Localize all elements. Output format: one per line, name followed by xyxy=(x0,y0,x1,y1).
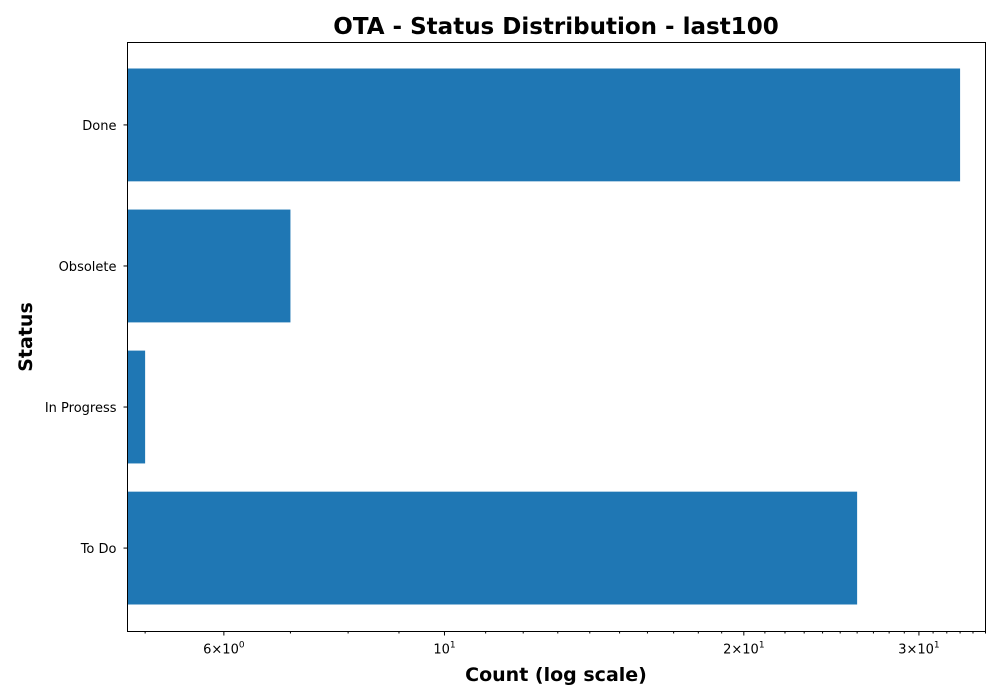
x-tick-label: 101 xyxy=(433,641,455,658)
x-axis-ticks: 6×100 101 2×101 3×101 xyxy=(144,631,986,658)
x-axis-label: Count (log scale) xyxy=(465,664,647,686)
bar-to-do xyxy=(127,491,858,605)
x-tick-label: 3×101 xyxy=(898,641,939,658)
bar-done xyxy=(127,68,961,182)
y-axis-label: Status xyxy=(15,302,37,372)
bars-group xyxy=(127,68,961,605)
x-tick-label: 2×101 xyxy=(723,641,764,658)
bar-in-progress xyxy=(127,350,146,464)
x-tick-label: 6×100 xyxy=(203,641,245,658)
chart-title: OTA - Status Distribution - last100 xyxy=(333,14,778,40)
y-tick-label: Done xyxy=(82,119,116,134)
y-tick-label: To Do xyxy=(80,542,117,557)
bar-obsolete xyxy=(127,209,291,323)
y-tick-label: In Progress xyxy=(45,401,117,416)
y-axis-ticks: Done Obsolete In Progress To Do xyxy=(45,119,128,557)
plot-frame xyxy=(127,42,986,632)
y-tick-label: Obsolete xyxy=(59,260,117,275)
